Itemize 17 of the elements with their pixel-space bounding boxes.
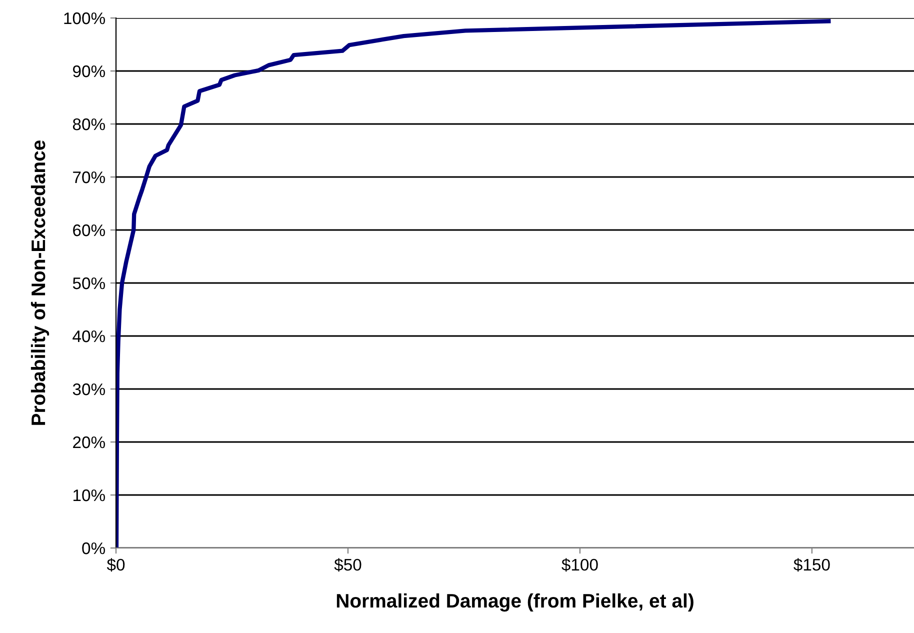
- y-tick-label: 0%: [82, 542, 105, 554]
- x-tick-label: $150: [794, 558, 830, 572]
- y-tick-label: 90%: [73, 65, 105, 78]
- x-tick-label: $100: [562, 558, 598, 572]
- y-tick-label: 70%: [73, 171, 105, 184]
- x-tick-label: $50: [334, 558, 362, 572]
- y-tick-label: 30%: [72, 383, 105, 396]
- y-tick-label: 60%: [73, 224, 105, 236]
- y-tick-label: 40%: [72, 330, 105, 342]
- y-tick-label: 20%: [73, 436, 105, 448]
- y-tick-label: 50%: [72, 277, 105, 290]
- x-tick-label: $0: [106, 558, 125, 572]
- y-tick-label: 10%: [73, 489, 105, 502]
- x-axis-title: Normalized Damage (from Pielke, et al): [336, 593, 694, 612]
- y-axis-title: Probability of Non-Exceedance: [30, 140, 50, 425]
- y-tick-label: 80%: [72, 118, 105, 130]
- y-tick-label: 100%: [64, 12, 105, 24]
